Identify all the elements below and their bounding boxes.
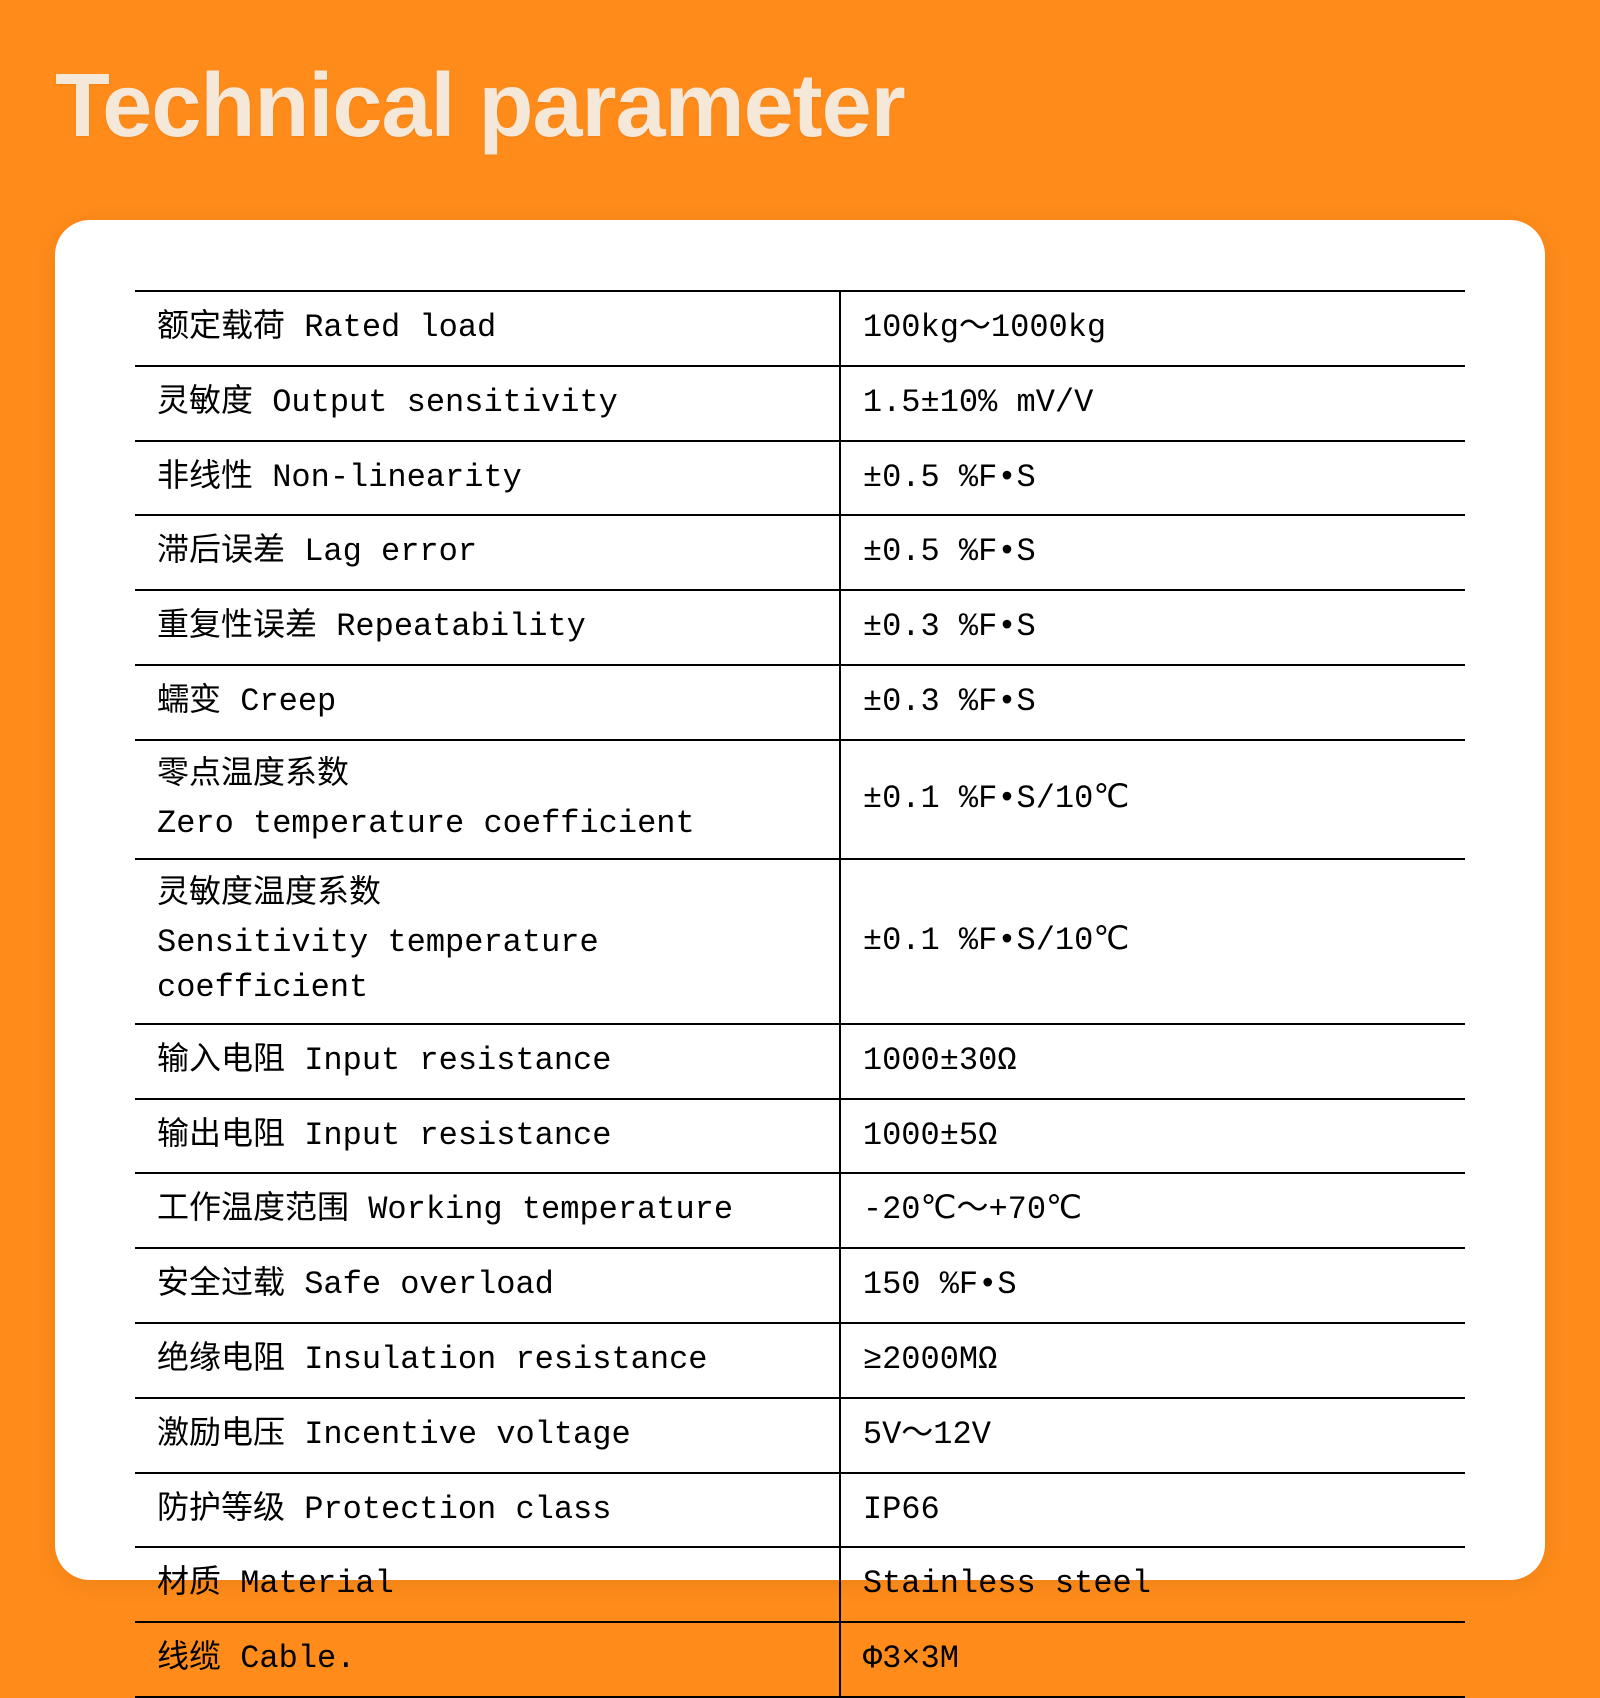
- param-label: 输出电阻 Input resistance: [135, 1099, 840, 1174]
- param-value: 100kg～1000kg: [840, 291, 1465, 366]
- param-value: ±0.5 %F•S: [840, 441, 1465, 516]
- param-label: 线缆 Cable.: [135, 1622, 840, 1697]
- param-label: 工作温度范围 Working temperature: [135, 1173, 840, 1248]
- param-value: 1.5±10% mV/V: [840, 366, 1465, 441]
- spec-card: 额定载荷 Rated load100kg～1000kg灵敏度 Output se…: [55, 220, 1545, 1580]
- table-row: 材质 MaterialStainless steel: [135, 1547, 1465, 1622]
- table-row: 输出电阻 Input resistance1000±5Ω: [135, 1099, 1465, 1174]
- table-row: 灵敏度 Output sensitivity1.5±10% mV/V: [135, 366, 1465, 441]
- page-title: Technical parameter: [0, 0, 1600, 158]
- table-row: 重复性误差 Repeatability±0.3 %F•S: [135, 590, 1465, 665]
- param-value: Φ3×3M: [840, 1622, 1465, 1697]
- table-row: 灵敏度温度系数Sensitivity temperature coefficie…: [135, 859, 1465, 1023]
- table-row: 线缆 Cable.Φ3×3M: [135, 1622, 1465, 1697]
- param-value: ±0.3 %F•S: [840, 665, 1465, 740]
- param-label: 滞后误差 Lag error: [135, 515, 840, 590]
- param-label: 零点温度系数Zero temperature coefficient: [135, 740, 840, 860]
- spec-table: 额定载荷 Rated load100kg～1000kg灵敏度 Output se…: [135, 290, 1465, 1698]
- param-value: 150 %F•S: [840, 1248, 1465, 1323]
- param-value: 1000±5Ω: [840, 1099, 1465, 1174]
- param-value: Stainless steel: [840, 1547, 1465, 1622]
- param-value: ±0.1 %F•S/10℃: [840, 859, 1465, 1023]
- param-label: 灵敏度 Output sensitivity: [135, 366, 840, 441]
- param-value: 1000±30Ω: [840, 1024, 1465, 1099]
- param-label: 安全过载 Safe overload: [135, 1248, 840, 1323]
- param-label: 灵敏度温度系数Sensitivity temperature coefficie…: [135, 859, 840, 1023]
- table-row: 非线性 Non-linearity±0.5 %F•S: [135, 441, 1465, 516]
- table-row: 输入电阻 Input resistance1000±30Ω: [135, 1024, 1465, 1099]
- param-value: ±0.1 %F•S/10℃: [840, 740, 1465, 860]
- param-value: ≥2000MΩ: [840, 1323, 1465, 1398]
- param-label: 非线性 Non-linearity: [135, 441, 840, 516]
- table-row: 零点温度系数Zero temperature coefficient±0.1 %…: [135, 740, 1465, 860]
- table-row: 额定载荷 Rated load100kg～1000kg: [135, 291, 1465, 366]
- param-value: -20℃～+70℃: [840, 1173, 1465, 1248]
- param-label: 蠕变 Creep: [135, 665, 840, 740]
- param-value: 5V～12V: [840, 1398, 1465, 1473]
- param-label: 额定载荷 Rated load: [135, 291, 840, 366]
- table-row: 防护等级 Protection classIP66: [135, 1473, 1465, 1548]
- param-label: 输入电阻 Input resistance: [135, 1024, 840, 1099]
- param-label: 防护等级 Protection class: [135, 1473, 840, 1548]
- table-row: 蠕变 Creep±0.3 %F•S: [135, 665, 1465, 740]
- table-row: 滞后误差 Lag error±0.5 %F•S: [135, 515, 1465, 590]
- param-label: 激励电压 Incentive voltage: [135, 1398, 840, 1473]
- table-row: 安全过载 Safe overload150 %F•S: [135, 1248, 1465, 1323]
- table-row: 工作温度范围 Working temperature-20℃～+70℃: [135, 1173, 1465, 1248]
- param-value: IP66: [840, 1473, 1465, 1548]
- param-value: ±0.5 %F•S: [840, 515, 1465, 590]
- param-label: 绝缘电阻 Insulation resistance: [135, 1323, 840, 1398]
- param-value: ±0.3 %F•S: [840, 590, 1465, 665]
- table-row: 激励电压 Incentive voltage5V～12V: [135, 1398, 1465, 1473]
- param-label: 材质 Material: [135, 1547, 840, 1622]
- table-row: 绝缘电阻 Insulation resistance≥2000MΩ: [135, 1323, 1465, 1398]
- param-label: 重复性误差 Repeatability: [135, 590, 840, 665]
